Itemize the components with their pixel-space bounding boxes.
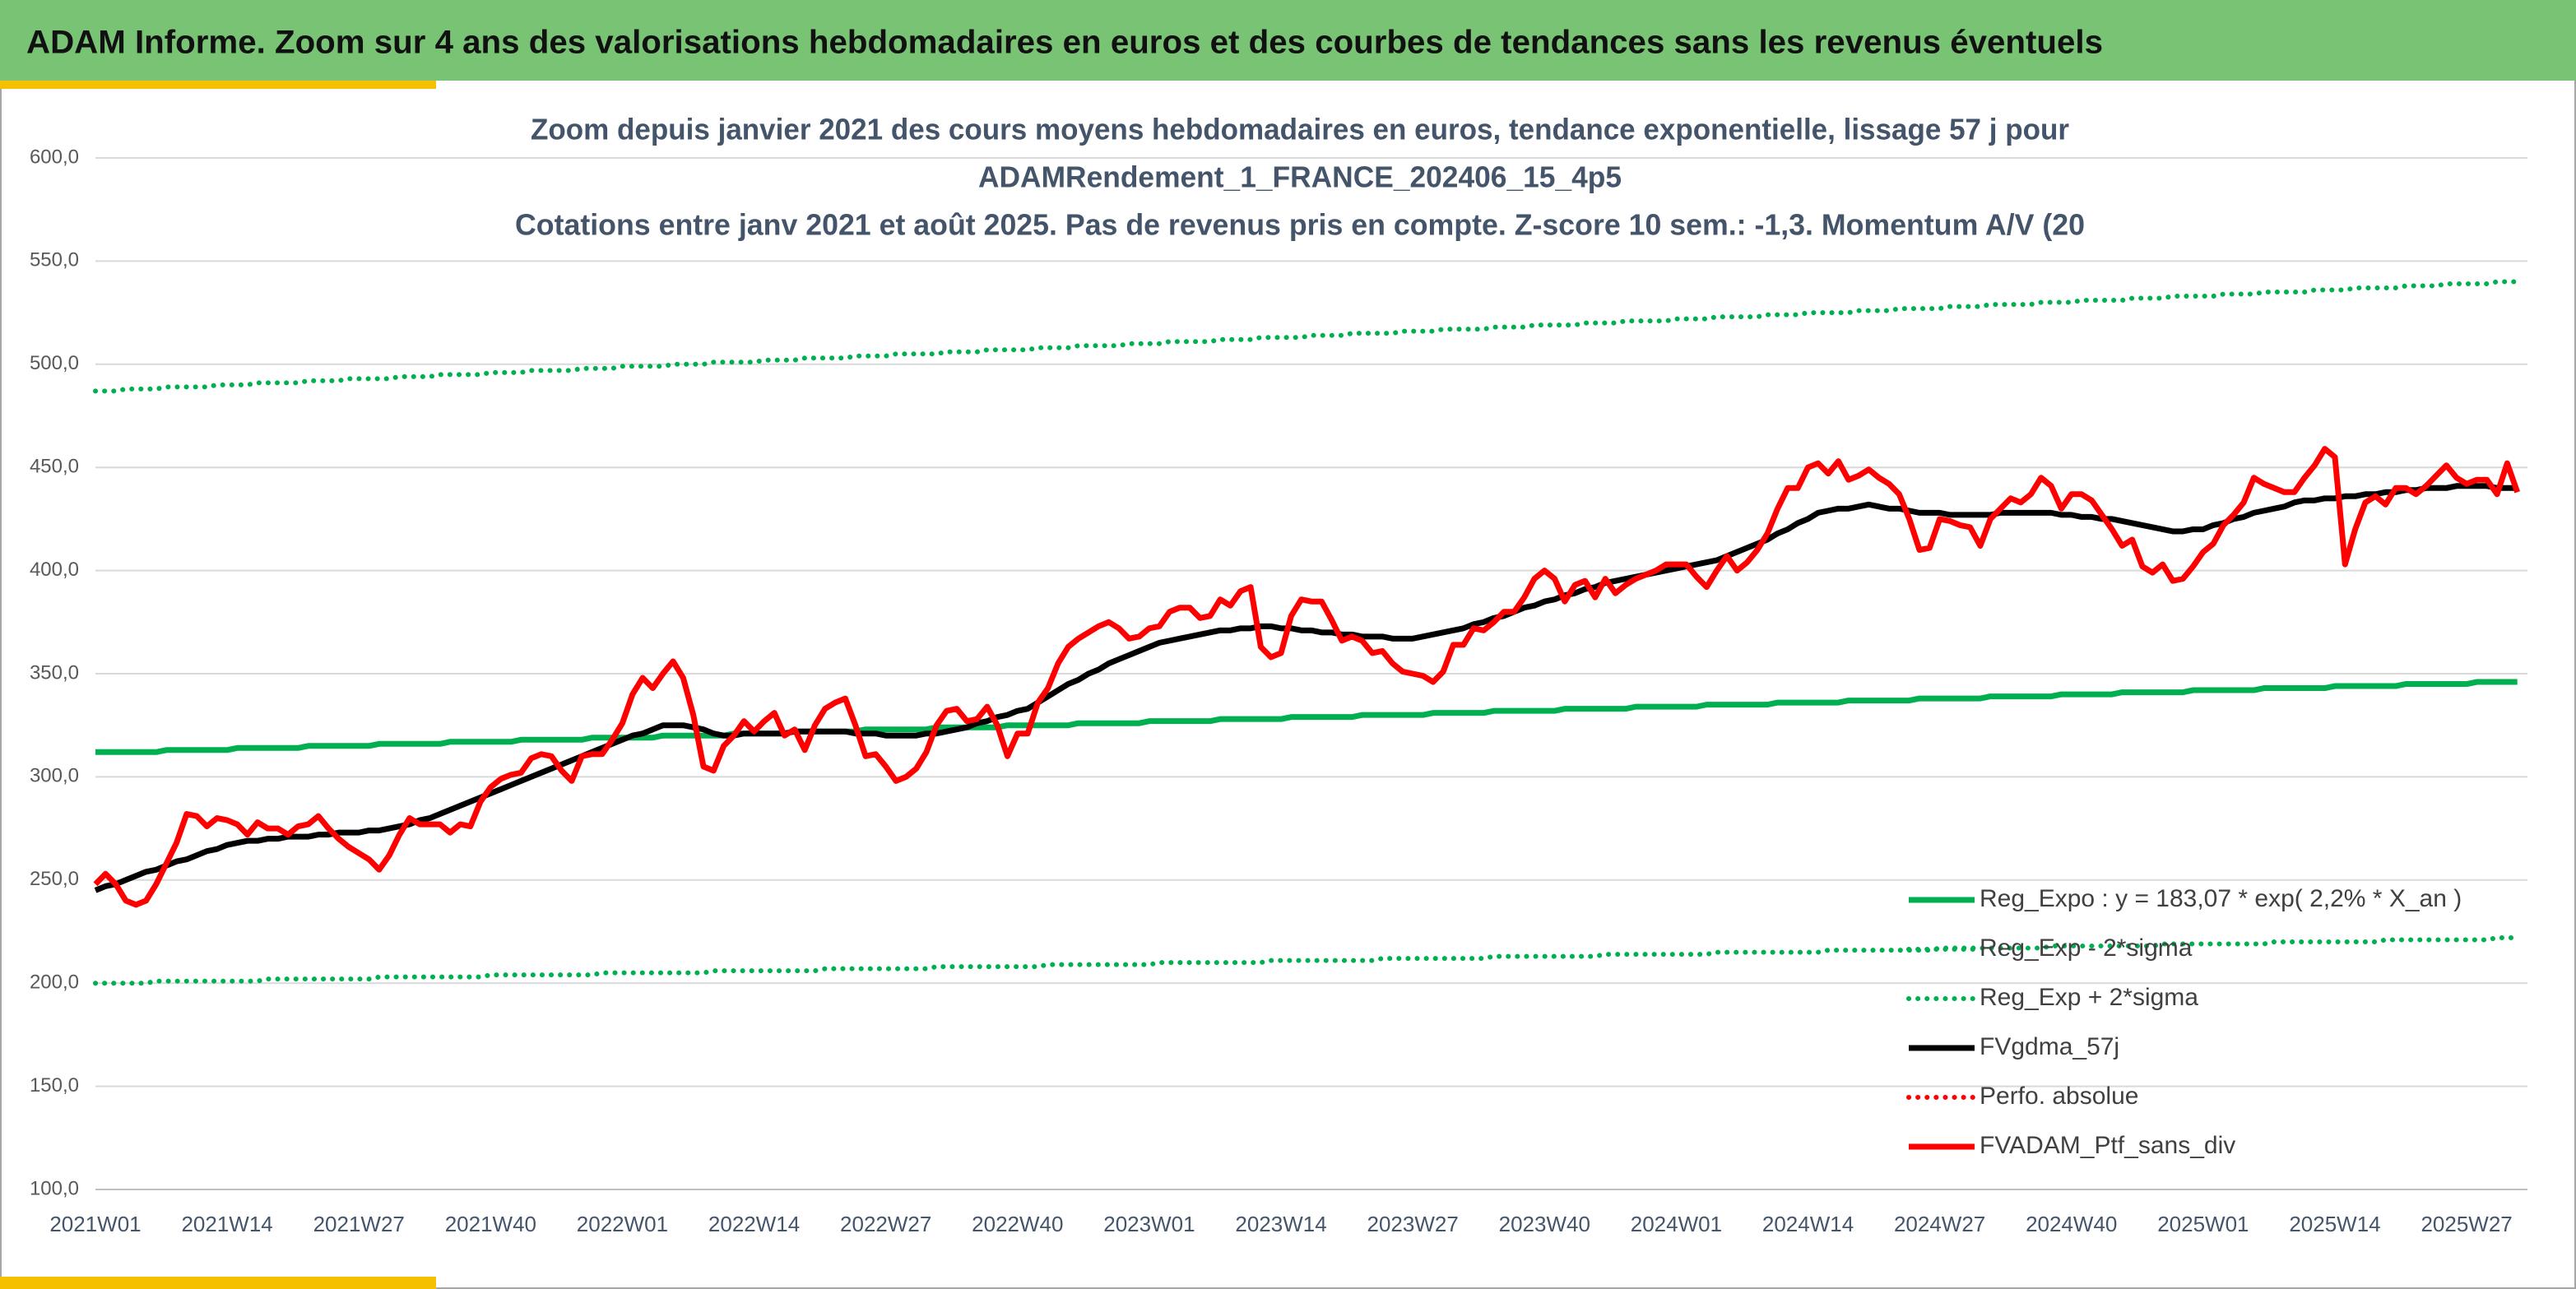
x-tick-label: 2024W40 [2026,1212,2117,1236]
header-bar [0,0,2576,81]
x-tick-label: 2022W01 [577,1212,668,1236]
accent-bottom [0,1277,436,1289]
x-tick-label: 2021W27 [313,1212,405,1236]
x-tick-label: 2023W14 [1235,1212,1326,1236]
x-tick-label: 2024W14 [1762,1212,1854,1236]
x-tick-label: 2025W27 [2421,1212,2512,1236]
y-tick-label: 450,0 [30,456,79,478]
x-tick-label: 2022W27 [840,1212,931,1236]
legend-label: Reg_Exp - 2*sigma [1980,934,2193,962]
x-tick-label: 2022W40 [972,1212,1063,1236]
x-tick-label: 2024W01 [1631,1212,1722,1236]
y-tick-label: 200,0 [30,971,79,994]
x-tick-label: 2025W14 [2289,1212,2380,1236]
series-line [93,279,2520,394]
chart-title: Cotations entre janv 2021 et août 2025. … [515,208,2085,242]
series-line [93,446,2520,908]
y-tick-label: 350,0 [30,661,79,684]
series-line [93,935,2520,986]
y-tick-label: 500,0 [30,352,79,374]
x-tick-label: 2021W40 [445,1212,536,1236]
series-line [94,483,2518,893]
y-tick-label: 600,0 [30,146,79,168]
y-tick-label: 100,0 [30,1177,79,1199]
legend-label: Perfo. absolue [1980,1083,2138,1110]
y-tick-label: 150,0 [30,1074,79,1097]
legend-label: FVgdma_57j [1980,1033,2119,1060]
header-title: ADAM Informe. Zoom sur 4 ans des valoris… [26,25,2103,61]
x-tick-label: 2021W14 [181,1212,272,1236]
y-tick-label: 550,0 [30,249,79,271]
accent-top [0,81,436,89]
x-tick-label: 2022W14 [708,1212,800,1236]
y-tick-label: 250,0 [30,868,79,890]
x-tick-label: 2021W01 [49,1212,141,1236]
y-tick-label: 300,0 [30,765,79,787]
x-tick-label: 2024W27 [1894,1212,1985,1236]
x-tick-label: 2023W01 [1103,1212,1195,1236]
legend-label: Reg_Exp + 2*sigma [1980,984,2198,1011]
y-tick-label: 400,0 [30,559,79,581]
legend-label: FVADAM_Ptf_sans_div [1980,1132,2235,1159]
chart-title: ADAMRendement_1_FRANCE_202406_15_4p5 [978,160,1622,194]
legend-label: Reg_Expo : y = 183,07 * exp( 2,2% * X_an… [1980,885,2462,912]
series-line [95,679,2518,755]
x-tick-label: 2025W01 [2157,1212,2249,1236]
x-tick-label: 2023W27 [1367,1212,1459,1236]
chart-title: Zoom depuis janvier 2021 des cours moyen… [531,113,2069,146]
x-tick-label: 2023W40 [1499,1212,1590,1236]
